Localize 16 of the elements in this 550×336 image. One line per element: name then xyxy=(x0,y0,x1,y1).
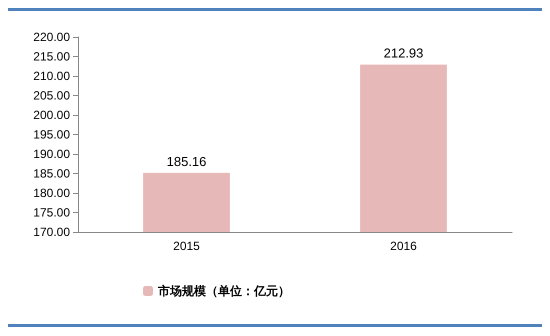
data-label: 212.93 xyxy=(384,46,424,61)
y-tick-label: 180.00 xyxy=(33,186,70,200)
y-tick-label: 185.00 xyxy=(33,166,70,180)
y-tick-label: 220.00 xyxy=(33,30,70,44)
x-tick-label: 2016 xyxy=(390,239,418,253)
y-tick-label: 200.00 xyxy=(33,108,70,122)
y-tick-label: 205.00 xyxy=(33,88,70,102)
x-tick-label: 2015 xyxy=(173,239,200,253)
y-tick-label: 170.00 xyxy=(33,225,70,239)
y-tick-label: 215.00 xyxy=(33,50,70,64)
y-tick-label: 190.00 xyxy=(33,147,70,161)
legend-label: 市场规模（单位：亿元） xyxy=(157,284,290,298)
data-label: 185.16 xyxy=(166,154,206,169)
y-tick-label: 175.00 xyxy=(33,206,70,220)
y-tick-label: 210.00 xyxy=(33,69,70,83)
y-tick-label: 195.00 xyxy=(33,128,70,142)
